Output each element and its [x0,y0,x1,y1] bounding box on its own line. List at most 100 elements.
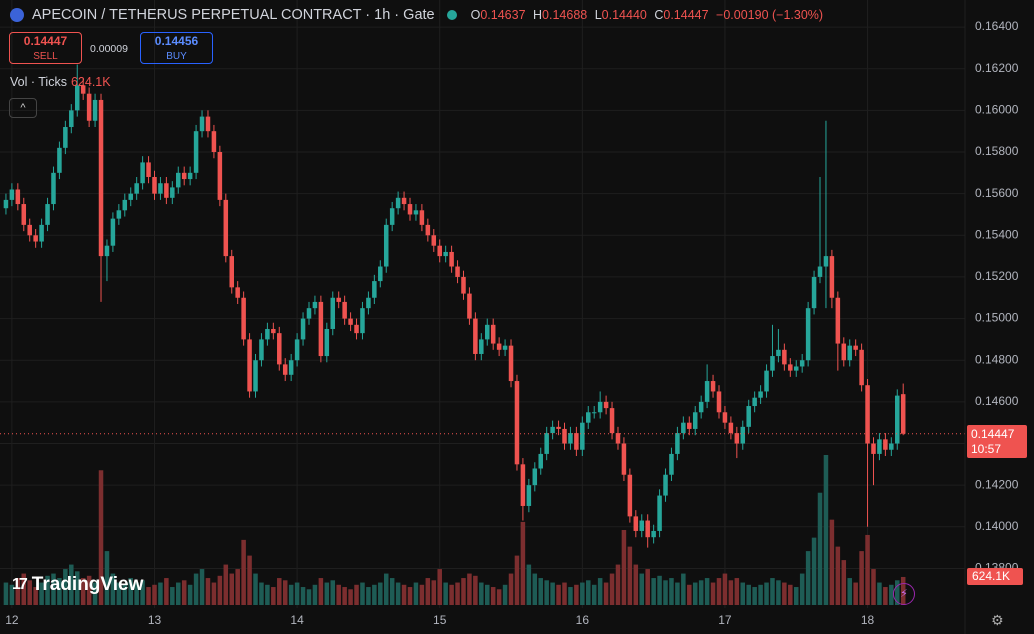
ohlc: O0.14637 H0.14688 L0.14440 C0.14447 −0.0… [467,8,823,22]
candle-body [33,235,38,242]
volume-bar [568,587,573,605]
volume-bar [829,519,835,605]
volume-bar [669,578,674,605]
volume-bar [134,582,139,605]
volume-bar [805,551,811,605]
candle-body [383,224,389,267]
y-tick-label: 0.15400 [975,227,1019,241]
volume-bar [734,578,740,605]
volume-bar [164,578,169,605]
volume-bar [621,530,627,605]
volume-bar [479,582,484,605]
candle-body [871,443,876,454]
x-tick-label: 18 [861,613,875,627]
volume-bar [639,573,645,605]
candle-body [698,401,704,413]
volume-bar [514,555,520,605]
candle-body [63,127,68,148]
volume-bar [538,578,543,605]
volume-bar [389,578,395,605]
candle-body [586,412,591,423]
candle-body [419,210,425,225]
x-tick-label: 17 [718,613,732,627]
volume-bar [336,584,341,605]
candle-body [330,297,336,329]
sell-label: SELL [33,51,58,62]
volume-bar [675,582,680,605]
candle-body [473,318,478,354]
candle-body [532,468,538,486]
candle-body [609,408,615,434]
buy-button[interactable]: 0.14456 BUY [140,32,213,64]
candle-body [502,345,508,350]
candle-body [158,183,163,194]
buy-price: 0.14456 [154,34,199,48]
candle-body [312,301,318,309]
candle-body [300,318,306,340]
candle-body [372,281,377,298]
volume-bar [526,564,532,605]
x-tick-label: 16 [576,613,590,627]
candle-body [889,443,894,450]
sell-button[interactable]: 0.14447 SELL [9,32,82,64]
candle-body [354,324,359,334]
candle-body [241,297,246,340]
candle-body [247,339,252,392]
candle-body [776,349,781,357]
volume-bar [51,573,56,605]
y-tick-label: 0.15200 [975,269,1019,283]
volume-bar [877,582,882,605]
candle-body [389,208,395,225]
volume-bar [300,587,306,605]
y-tick-label: 0.16400 [975,19,1019,33]
candle-body [401,197,407,205]
y-tick-label: 0.15800 [975,144,1019,158]
volume-bar [342,587,347,605]
volume-bar [413,582,419,605]
candle-body [146,162,151,177]
candle-body [51,172,56,205]
alert-button[interactable]: ⚡ [893,583,915,605]
candle-body [15,189,21,205]
y-tick-label: 0.16200 [975,61,1019,75]
candle-body [574,433,579,450]
volume-bar [110,573,116,605]
title[interactable]: APECOIN / TETHERUS PERPETUAL CONTRACT · … [32,7,435,23]
volume-bar [574,584,579,605]
volume-bar [324,582,330,605]
candle-body [265,328,270,340]
volume-bar [271,587,276,605]
volume-bar [419,584,425,605]
countdown: 10:57 [971,442,1002,456]
settings-button[interactable]: ⚙ [991,612,1004,628]
c-value: 0.14447 [663,8,709,22]
x-tick-label: 13 [148,613,162,627]
volume-bar [615,564,621,605]
candle-body [413,210,419,215]
volume-bar [793,587,799,605]
volume-bar [799,573,805,605]
candle-body [764,370,769,392]
collapse-button[interactable]: ^ [9,98,37,118]
candle-body [877,439,882,454]
candle-body [324,328,330,357]
volume-bar [817,492,823,605]
candle-body [395,197,401,209]
volume-bar [788,584,793,605]
volume-bar [704,578,710,605]
candle-body [110,218,116,246]
candle-body [366,297,371,309]
candle-body [39,224,44,242]
volume-bar [722,573,728,605]
volume-bar [33,587,38,605]
volume-bar [502,584,508,605]
candle-body [716,391,722,413]
volume-bar [199,569,205,605]
volume-bar [9,584,15,605]
volume-bar [383,573,389,605]
volume-bar [39,582,44,605]
volume-bar [395,582,401,605]
volume-bar [253,573,258,605]
volume-bar [217,575,223,605]
